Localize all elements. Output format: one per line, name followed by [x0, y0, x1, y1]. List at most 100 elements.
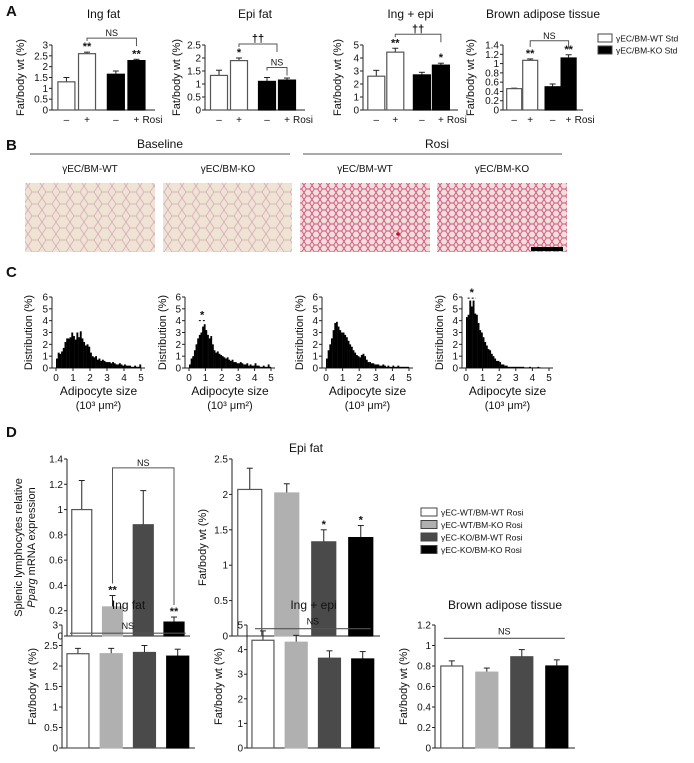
hist-bar — [479, 330, 482, 368]
y-tick-label: 2 — [52, 662, 58, 673]
hist-bar — [113, 363, 116, 368]
hist-bar — [472, 300, 475, 368]
hist-bar — [251, 365, 254, 368]
y-tick-label: 5 — [175, 304, 181, 315]
hist-bar — [405, 366, 408, 368]
comparison-bracket — [112, 467, 175, 606]
bar — [284, 641, 308, 749]
y-tick-label: 1.4 — [485, 41, 499, 52]
hist-bar — [78, 337, 80, 368]
hist-bar — [100, 360, 103, 368]
y-axis-label-rest: mRNA expression — [26, 487, 38, 578]
hist-bar — [244, 364, 247, 368]
y-tick-label: 0.5 — [44, 723, 58, 734]
hist-bar — [349, 344, 352, 368]
hist-bar — [241, 363, 244, 368]
significance-marker: * — [237, 47, 242, 59]
bar — [475, 671, 499, 749]
bar — [163, 621, 185, 637]
hist-bar — [492, 356, 495, 368]
y-tick-label: 1 — [425, 641, 431, 652]
bar — [510, 656, 534, 749]
hist-bar — [340, 332, 343, 368]
significance-marker: * — [470, 287, 475, 299]
y-axis-label: Fat/body wt (%) — [465, 39, 477, 116]
hist-bar — [118, 363, 121, 368]
y-tick-label: 1 — [42, 84, 48, 95]
red-blood-cell — [396, 232, 400, 236]
hist-bar — [520, 366, 523, 368]
hist-bar — [500, 364, 503, 368]
hist-bar — [480, 332, 483, 368]
y-tick-label: 4 — [175, 316, 181, 327]
y-tick-label: 6 — [175, 293, 181, 304]
hist-bar — [125, 365, 128, 368]
hist-bar — [110, 363, 113, 368]
x-tick-label: 0 — [186, 373, 192, 384]
bar — [127, 59, 146, 111]
hist-bar — [132, 366, 135, 368]
y-tick-label: 0.8 — [417, 662, 431, 673]
y-tick-label: 3 — [353, 67, 359, 78]
x-tick-label: 5 — [406, 373, 412, 384]
x-tick-label: + — [284, 115, 290, 126]
legend-label: γEC-WT/BM-KO Rosi — [441, 520, 523, 530]
bar — [132, 651, 157, 749]
hist-bar — [117, 364, 120, 368]
y-axis-label: Pparg mRNA expression — [26, 487, 38, 607]
chart-title: Ing fat — [112, 598, 146, 612]
y-tick-label: 0 — [222, 632, 228, 643]
y-tick-label: 1.5 — [34, 73, 48, 84]
x-tick-label: 0 — [463, 373, 469, 384]
hist-bar — [359, 357, 362, 368]
hist-bar — [57, 352, 60, 368]
hist-bar — [124, 364, 126, 368]
x-axis-unit: (10³ μm²) — [207, 400, 252, 412]
hist-bar — [105, 362, 108, 368]
x-tick-label: + — [134, 115, 140, 126]
hist-bar — [96, 359, 99, 368]
hist-bar — [504, 365, 507, 368]
significance-marker: * — [359, 515, 364, 527]
hist-bar — [226, 357, 229, 368]
hist-bar — [210, 336, 213, 368]
hist-bar — [507, 366, 510, 368]
hist-bar — [525, 367, 528, 368]
bar-chart: 00.20.40.60.811.21.4 Brown adipose tissue… — [465, 7, 600, 126]
hist-bar — [402, 366, 405, 368]
comparison-label: NS — [543, 31, 556, 41]
y-tick-label: 5 — [353, 41, 359, 52]
hist-bar — [369, 362, 372, 368]
y-tick-label: 0 — [493, 106, 499, 117]
hist-bar — [494, 358, 497, 368]
hist-bar — [397, 365, 400, 368]
hist-bar — [470, 306, 473, 368]
x-suffix-label: Rosi — [142, 115, 162, 126]
hist-bar — [211, 344, 214, 368]
hist-bar — [220, 354, 222, 368]
y-tick-label: 0.2 — [417, 723, 431, 734]
y-tick-label: 2 — [353, 80, 359, 91]
x-suffix-label: Rosi — [447, 115, 467, 126]
legend-swatch — [420, 532, 438, 542]
bar-chart: 0 0.5 1 1.5 2 2.5 Epi fat Fat/body wt (%) * * — [197, 441, 380, 643]
x-tick-label: 2 — [219, 373, 225, 384]
hist-bar — [342, 332, 345, 368]
bar — [351, 658, 375, 749]
hist-bar — [380, 365, 383, 368]
hist-bar — [69, 337, 72, 368]
y-tick-label: 1.2 — [417, 621, 431, 632]
bar — [71, 508, 93, 637]
y-tick-label: 2 — [42, 340, 48, 351]
x-suffix-label: Rosi — [575, 115, 595, 126]
hist-bar — [61, 351, 63, 368]
y-tick-label: 4 — [42, 316, 48, 327]
y-axis-label: Distribution (%) — [157, 295, 169, 370]
y-tick-label: 3 — [175, 328, 181, 339]
y-tick-label: 2 — [195, 54, 201, 65]
hist-bar — [228, 359, 231, 368]
hist-bar — [73, 336, 75, 368]
y-tick-label: 0.6 — [49, 556, 63, 567]
